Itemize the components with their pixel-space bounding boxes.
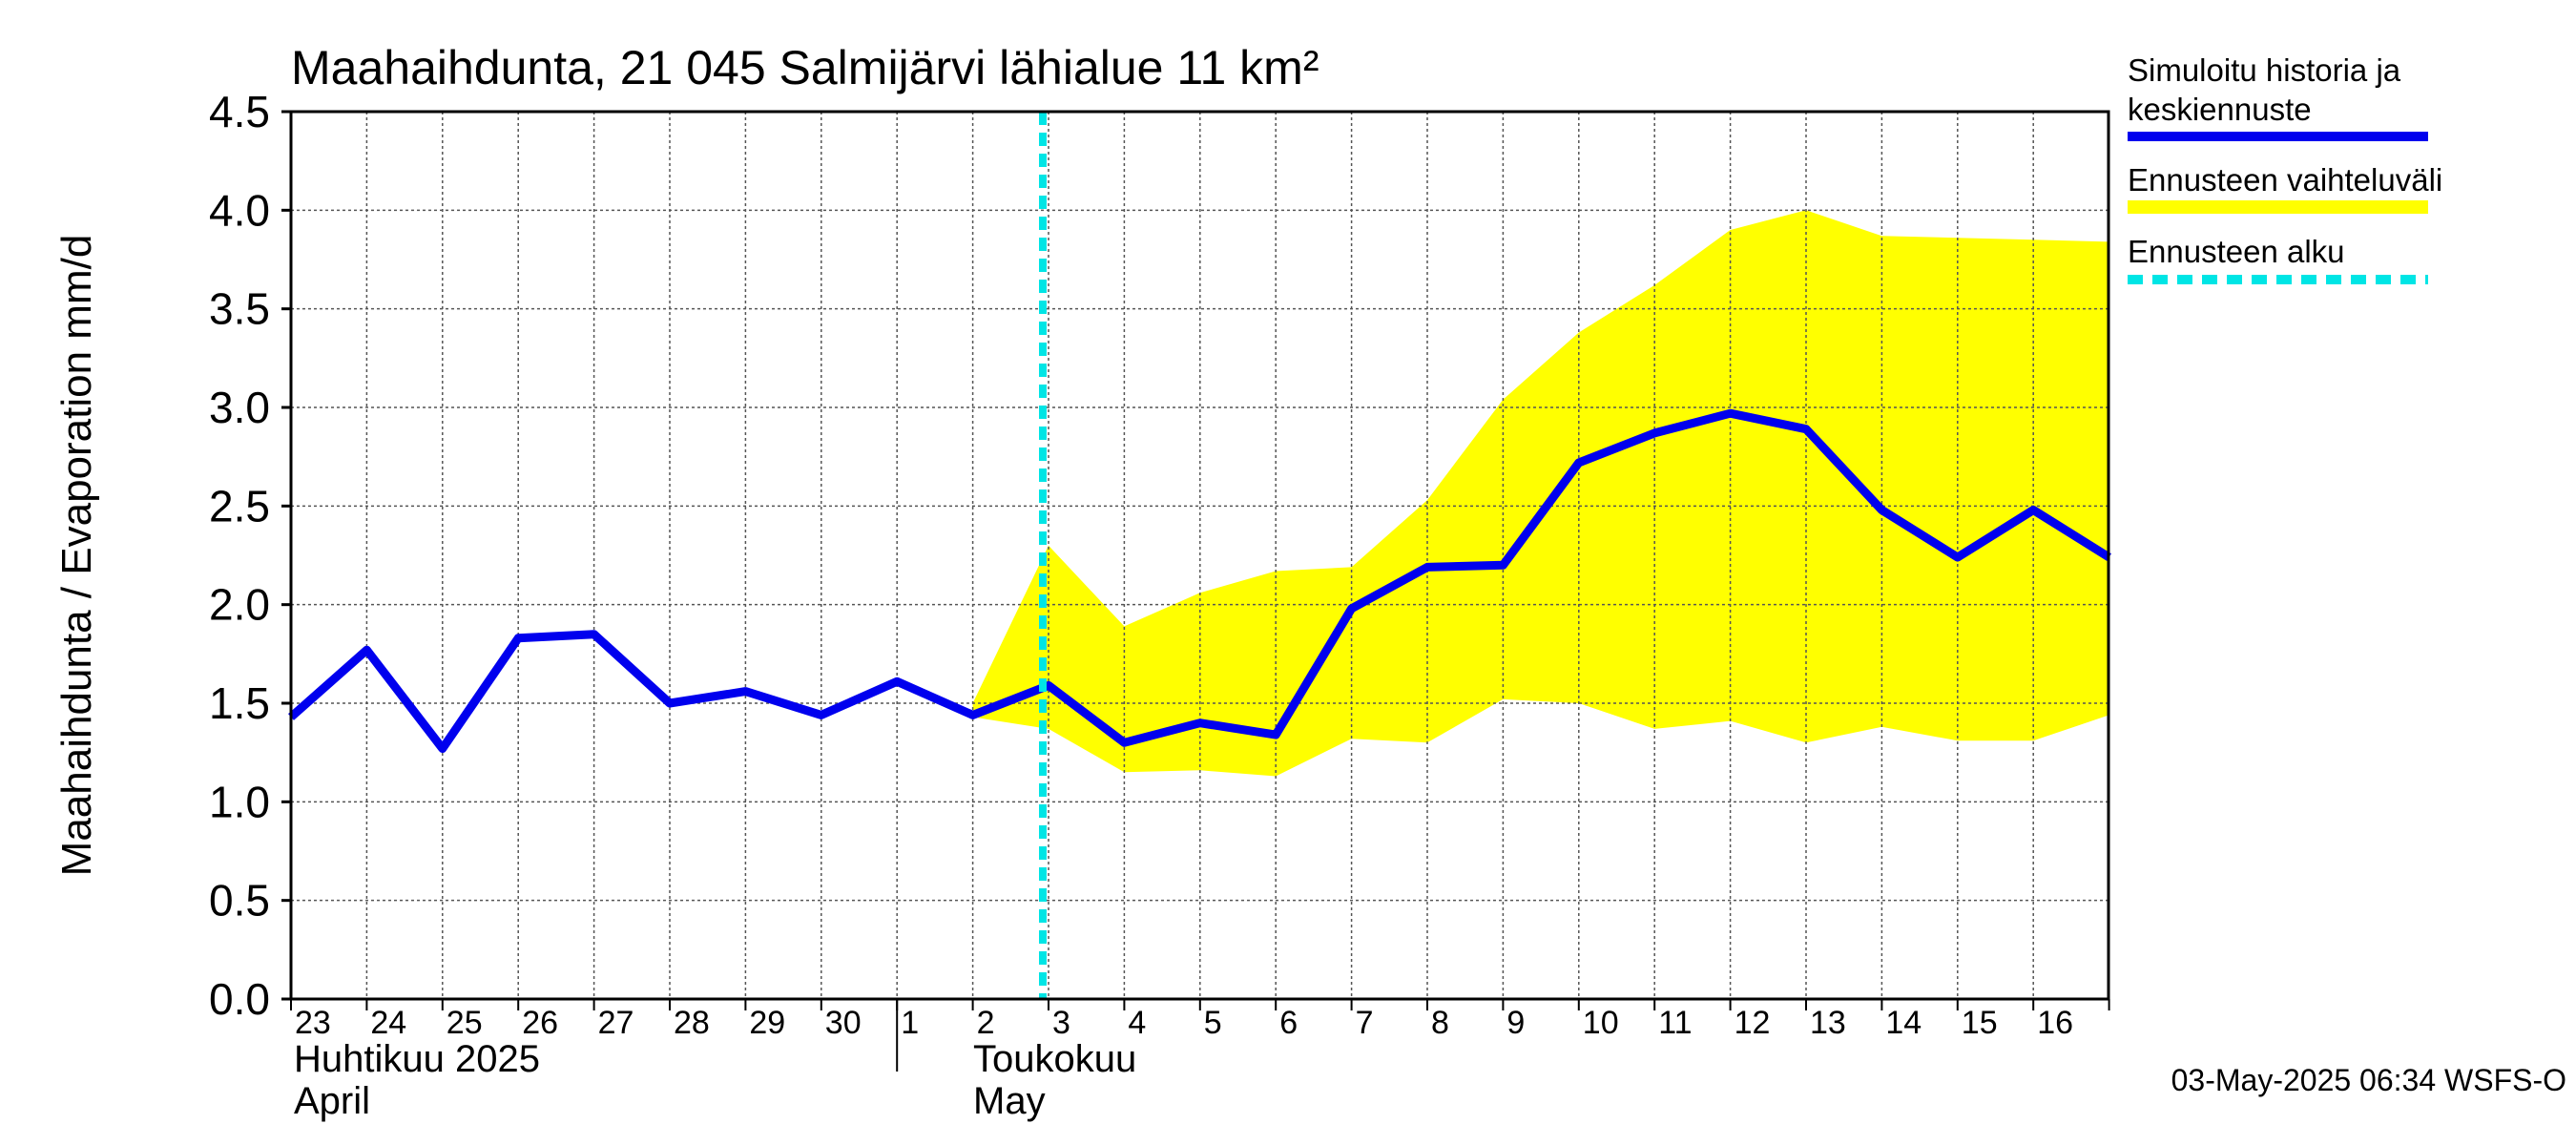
month-label-may-en: May bbox=[973, 1080, 1046, 1122]
legend: Simuloitu historia ja keskiennuste Ennus… bbox=[2128, 52, 2442, 284]
y-tick-label: 1.5 bbox=[209, 678, 270, 728]
timestamp: 03-May-2025 06:34 WSFS-O bbox=[2171, 1063, 2566, 1097]
forecast-range-band bbox=[972, 210, 2109, 777]
x-tick-label: 25 bbox=[447, 1005, 483, 1041]
x-tick-label: 24 bbox=[370, 1005, 406, 1041]
x-tick-label: 10 bbox=[1583, 1005, 1619, 1041]
y-tick-label: 0.5 bbox=[209, 876, 270, 926]
x-tick-label: 11 bbox=[1658, 1005, 1692, 1041]
axes: 0.00.51.01.52.02.53.03.54.04.523 24 25 26 27… bbox=[209, 87, 2110, 1072]
legend-label-simulated-line1: Simuloitu historia ja bbox=[2128, 52, 2401, 88]
x-tick-label: 6 bbox=[1279, 1005, 1298, 1041]
x-tick-label: 23 bbox=[295, 1005, 331, 1041]
y-tick-label: 4.5 bbox=[209, 87, 270, 136]
x-tick-label: 2 bbox=[977, 1005, 995, 1041]
x-tick-label: 9 bbox=[1506, 1005, 1525, 1041]
x-tick-label: 5 bbox=[1204, 1005, 1222, 1041]
y-tick-label: 1.0 bbox=[209, 777, 270, 826]
x-tick-label: 30 bbox=[825, 1005, 862, 1041]
x-tick-label: 14 bbox=[1885, 1005, 1922, 1041]
y-tick-label: 3.0 bbox=[209, 383, 270, 432]
series-layer bbox=[288, 408, 2111, 753]
grid bbox=[291, 111, 2109, 1000]
x-tick-label: 8 bbox=[1431, 1005, 1449, 1041]
y-tick-label: 2.5 bbox=[209, 481, 270, 531]
x-tick-label: 4 bbox=[1128, 1005, 1146, 1041]
y-axis-label: Maahaihdunta / Evaporation mm/d bbox=[53, 235, 100, 877]
forecast-range-band-layer bbox=[972, 210, 2109, 777]
x-tick-label: 1 bbox=[901, 1005, 919, 1041]
chart-title: Maahaihdunta, 21 045 Salmijärvi lähialue… bbox=[291, 41, 1319, 94]
y-tick-label: 4.0 bbox=[209, 185, 270, 235]
legend-label-range: Ennusteen vaihteluväli bbox=[2128, 162, 2442, 198]
y-tick-label: 0.0 bbox=[209, 974, 270, 1024]
x-tick-label: 26 bbox=[522, 1005, 558, 1041]
month-label-may-fi: Toukokuu bbox=[973, 1038, 1136, 1080]
x-tick-label: 16 bbox=[2037, 1005, 2073, 1041]
y-tick-label: 2.0 bbox=[209, 580, 270, 630]
x-tick-label: 7 bbox=[1356, 1005, 1374, 1041]
x-tick-label: 28 bbox=[674, 1005, 710, 1041]
y-tick-label: 3.5 bbox=[209, 284, 270, 334]
x-tick-label: 27 bbox=[598, 1005, 634, 1041]
x-tick-label: 12 bbox=[1735, 1005, 1771, 1041]
x-tick-label: 13 bbox=[1810, 1005, 1846, 1041]
month-label-april-fi: Huhtikuu 2025 bbox=[294, 1038, 540, 1080]
legend-label-simulated-line2: keskiennuste bbox=[2128, 92, 2312, 127]
x-tick-label: 15 bbox=[1962, 1005, 1998, 1041]
x-tick-label: 3 bbox=[1052, 1005, 1070, 1041]
month-label-april-en: April bbox=[294, 1080, 370, 1122]
x-tick-label: 29 bbox=[749, 1005, 785, 1041]
legend-label-forecast-start: Ennusteen alku bbox=[2128, 234, 2345, 269]
series-line-simulated bbox=[288, 408, 2111, 753]
